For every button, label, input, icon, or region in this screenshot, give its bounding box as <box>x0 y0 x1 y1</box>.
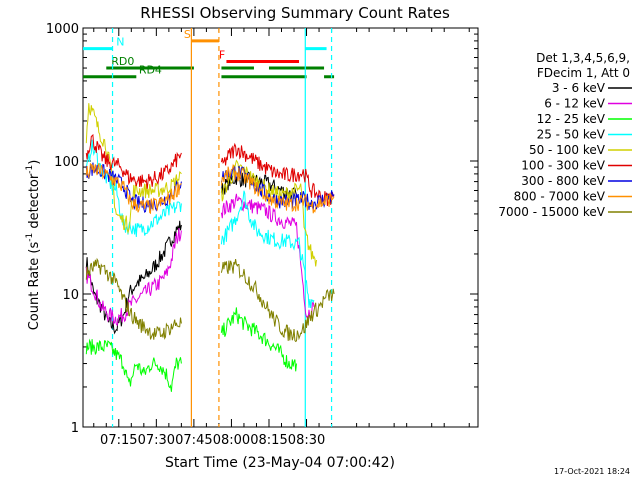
legend-header-1: Det 1,3,4,5,6,9, <box>536 51 630 65</box>
y-tick-label: 1000 <box>46 22 79 37</box>
series-line-8 <box>220 259 335 343</box>
axis-ticks <box>83 27 478 428</box>
legend: Det 1,3,4,5,6,9, FDecim 1, Att 0 3 - 6 k… <box>498 51 632 219</box>
chart-title: RHESSI Observing Summary Count Rates <box>140 4 450 22</box>
series-line-1 <box>220 193 315 320</box>
y-axis-label: Count Rate (s-1 detector-1) <box>25 160 42 331</box>
series-line-8 <box>85 257 182 340</box>
series-line-7 <box>85 162 182 215</box>
series-line-2 <box>220 307 297 372</box>
series-line-2 <box>85 338 182 392</box>
series-line-1 <box>85 227 182 327</box>
state-bars: N RD0 RD4 S F <box>83 28 335 79</box>
y-axis-label-main: Count Rate (s <box>27 242 42 331</box>
y-tick-label: 100 <box>54 155 79 170</box>
y-tick-labels: 1 10 100 1000 <box>46 22 79 436</box>
state-label-n: N <box>116 36 124 49</box>
state-label-rd0: RD0 <box>111 55 134 68</box>
x-tick-label: 08:15 <box>250 433 287 448</box>
series-line-5 <box>85 133 182 189</box>
time-markers <box>111 28 333 427</box>
x-tick-label: 07:30 <box>138 433 175 448</box>
series-line-5 <box>220 142 335 207</box>
y-axis-label-mid: detector <box>27 173 42 233</box>
y-tick-label: 1 <box>71 421 79 436</box>
y-axis-label-sup2: -1 <box>25 165 35 174</box>
x-tick-label: 08:00 <box>213 433 250 448</box>
x-tick-label: 07:45 <box>175 433 212 448</box>
legend-label: 7000 - 15000 keV <box>498 205 605 219</box>
legend-label: 3 - 6 keV <box>552 81 606 95</box>
series-line-3 <box>220 190 315 309</box>
legend-label: 100 - 300 keV <box>521 159 605 173</box>
x-tick-label: 07:15 <box>100 433 137 448</box>
state-label-f: F <box>219 48 225 61</box>
series-line-6 <box>85 162 182 213</box>
legend-label: 300 - 800 keV <box>521 174 605 188</box>
series-line-6 <box>220 165 335 211</box>
state-label-rd4: RD4 <box>139 64 162 77</box>
series-line-7 <box>220 163 335 214</box>
y-axis-label-sup1: -1 <box>25 233 35 242</box>
legend-label: 12 - 25 keV <box>537 112 606 126</box>
legend-label: 6 - 12 keV <box>544 97 606 111</box>
series-line-4 <box>220 159 317 267</box>
legend-header-2: FDecim 1, Att 0 <box>537 66 630 80</box>
x-axis-label: Start Time (23-May-04 07:00:42) <box>165 455 395 471</box>
y-axis-label-end: ) <box>27 160 42 165</box>
series-line-4 <box>85 103 182 235</box>
legend-label: 50 - 100 keV <box>529 143 606 157</box>
y-tick-label: 10 <box>62 288 79 303</box>
timestamp: 17-Oct-2021 18:24 <box>554 467 630 476</box>
legend-label: 800 - 7000 keV <box>514 190 606 204</box>
plot-frame <box>82 27 479 428</box>
state-label-s: S <box>184 28 191 41</box>
plot-border <box>82 27 479 428</box>
legend-label: 25 - 50 keV <box>537 128 606 142</box>
series-lines <box>85 103 335 392</box>
x-tick-label: 08:30 <box>288 433 325 448</box>
x-tick-labels: 07:15 07:30 07:45 08:00 08:15 08:30 <box>100 433 325 448</box>
